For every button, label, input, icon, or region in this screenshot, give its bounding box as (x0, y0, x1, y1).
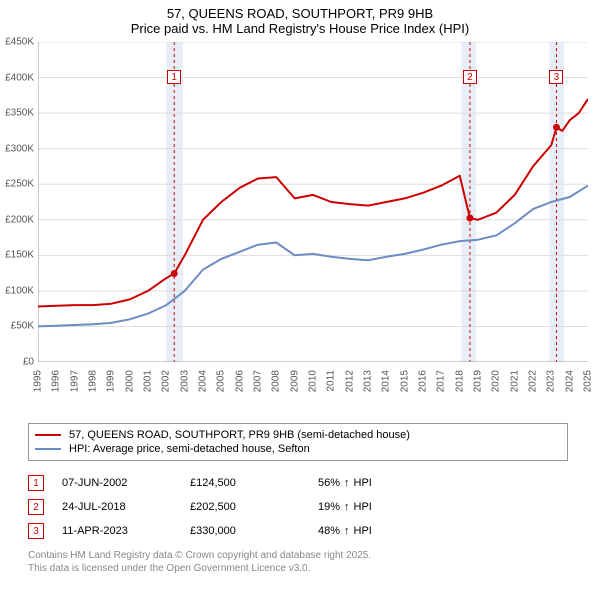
y-tick-label: £200K (5, 214, 34, 225)
x-tick-label: 2003 (179, 370, 190, 392)
y-tick-label: £150K (5, 250, 34, 261)
x-tick-label: 2016 (418, 370, 429, 392)
x-tick-label: 2008 (271, 370, 282, 392)
x-axis-labels: 1995199619971998199920002001200220032004… (38, 364, 588, 404)
arrow-up-icon: ↑ (344, 477, 350, 489)
x-tick-label: 2000 (124, 370, 135, 392)
sales-pct: 19% ↑ HPI (318, 501, 428, 513)
sales-row: 3 11-APR-2023 £330,000 48% ↑ HPI (28, 519, 568, 543)
footer: Contains HM Land Registry data © Crown c… (28, 549, 590, 575)
arrow-up-icon: ↑ (344, 501, 350, 513)
chart-svg (38, 42, 588, 362)
x-tick-label: 2006 (234, 370, 245, 392)
chart-container: 57, QUEENS ROAD, SOUTHPORT, PR9 9HB Pric… (0, 0, 600, 590)
legend-row: HPI: Average price, semi-detached house,… (35, 442, 561, 456)
x-tick-label: 2010 (308, 370, 319, 392)
x-tick-label: 2017 (436, 370, 447, 392)
title-line-2: Price paid vs. HM Land Registry's House … (0, 21, 600, 36)
y-tick-label: £250K (5, 179, 34, 190)
title-line-1: 57, QUEENS ROAD, SOUTHPORT, PR9 9HB (0, 6, 600, 21)
sales-pct-value: 19% (318, 501, 340, 513)
sales-badge: 2 (28, 499, 44, 515)
x-tick-label: 2012 (344, 370, 355, 392)
x-tick-label: 2001 (143, 370, 154, 392)
sales-date: 24-JUL-2018 (62, 501, 172, 513)
sales-table: 1 07-JUN-2002 £124,500 56% ↑ HPI 2 24-JUL-2018 £… (28, 471, 568, 543)
x-tick-label: 2015 (399, 370, 410, 392)
legend-row: 57, QUEENS ROAD, SOUTHPORT, PR9 9HB (sem… (35, 428, 561, 442)
x-tick-label: 2022 (528, 370, 539, 392)
sales-badge: 1 (28, 475, 44, 491)
sales-pct-suffix: HPI (354, 525, 372, 537)
sale-marker-badge: 1 (167, 70, 181, 84)
x-tick-label: 1995 (33, 370, 44, 392)
title-block: 57, QUEENS ROAD, SOUTHPORT, PR9 9HB Pric… (0, 0, 600, 38)
chart-area: £0£50K£100K£150K£200K£250K£300K£350K£400… (38, 42, 598, 387)
x-tick-label: 2009 (289, 370, 300, 392)
sales-pct-suffix: HPI (354, 477, 372, 489)
y-tick-label: £400K (5, 72, 34, 83)
sales-price: £124,500 (190, 477, 300, 489)
sale-marker-badge: 3 (549, 70, 563, 84)
x-tick-label: 2018 (454, 370, 465, 392)
x-tick-label: 1998 (88, 370, 99, 392)
sales-row: 2 24-JUL-2018 £202,500 19% ↑ HPI (28, 495, 568, 519)
arrow-up-icon: ↑ (344, 525, 350, 537)
sales-pct-value: 56% (318, 477, 340, 489)
y-tick-label: £450K (5, 37, 34, 48)
x-tick-label: 2011 (326, 370, 337, 392)
y-tick-label: £50K (11, 321, 34, 332)
x-tick-label: 2019 (473, 370, 484, 392)
x-tick-label: 2020 (491, 370, 502, 392)
footer-line-2: This data is licensed under the Open Gov… (28, 562, 590, 575)
legend-label: 57, QUEENS ROAD, SOUTHPORT, PR9 9HB (sem… (69, 429, 410, 441)
x-tick-label: 2005 (216, 370, 227, 392)
y-tick-label: £100K (5, 285, 34, 296)
y-tick-label: £0 (23, 357, 34, 368)
x-tick-label: 2024 (564, 370, 575, 392)
sales-row: 1 07-JUN-2002 £124,500 56% ↑ HPI (28, 471, 568, 495)
x-tick-label: 1996 (51, 370, 62, 392)
sales-pct: 48% ↑ HPI (318, 525, 428, 537)
legend: 57, QUEENS ROAD, SOUTHPORT, PR9 9HB (sem… (28, 423, 568, 461)
sales-price: £202,500 (190, 501, 300, 513)
footer-line-1: Contains HM Land Registry data © Crown c… (28, 549, 590, 562)
y-axis-labels: £0£50K£100K£150K£200K£250K£300K£350K£400… (0, 42, 36, 362)
legend-label: HPI: Average price, semi-detached house,… (69, 443, 310, 455)
y-tick-label: £350K (5, 108, 34, 119)
sales-date: 11-APR-2023 (62, 525, 172, 537)
x-tick-label: 1997 (69, 370, 80, 392)
sales-pct-suffix: HPI (354, 501, 372, 513)
sale-marker-badge: 2 (463, 70, 477, 84)
sales-price: £330,000 (190, 525, 300, 537)
x-tick-label: 2014 (381, 370, 392, 392)
x-tick-label: 2007 (253, 370, 264, 392)
x-tick-label: 2021 (509, 370, 520, 392)
legend-swatch (35, 434, 61, 436)
sales-badge: 3 (28, 523, 44, 539)
x-tick-label: 2004 (198, 370, 209, 392)
x-tick-label: 2025 (583, 370, 594, 392)
sales-pct: 56% ↑ HPI (318, 477, 428, 489)
y-tick-label: £300K (5, 143, 34, 154)
legend-swatch (35, 448, 61, 450)
x-tick-label: 1999 (106, 370, 117, 392)
x-tick-label: 2023 (546, 370, 557, 392)
x-tick-label: 2013 (363, 370, 374, 392)
sales-date: 07-JUN-2002 (62, 477, 172, 489)
sales-pct-value: 48% (318, 525, 340, 537)
x-tick-label: 2002 (161, 370, 172, 392)
